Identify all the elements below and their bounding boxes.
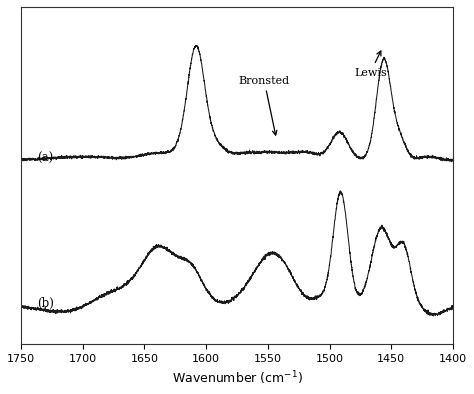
Text: (b): (b) <box>37 297 54 310</box>
Text: (a): (a) <box>37 152 53 165</box>
Text: Bronsted: Bronsted <box>238 76 290 135</box>
Text: Lewis: Lewis <box>354 51 387 78</box>
X-axis label: Wavenumber (cm$^{-1}$): Wavenumber (cm$^{-1}$) <box>172 370 302 387</box>
